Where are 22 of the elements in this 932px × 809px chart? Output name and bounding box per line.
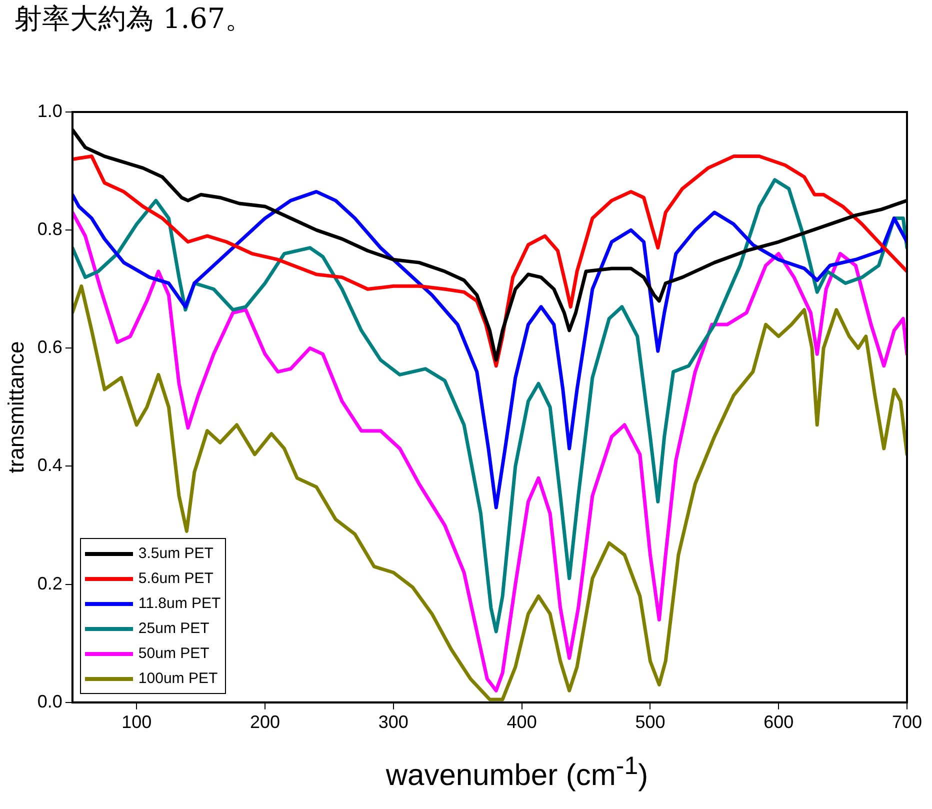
- x-tick-label: 400: [506, 712, 537, 732]
- legend-label: 100um PET: [138, 670, 218, 688]
- text: 射率大約為 1.67。: [14, 1, 254, 37]
- legend-label: 50um PET: [138, 645, 210, 662]
- y-tick-label: 1.0: [37, 100, 62, 121]
- y-tick-label: 0.8: [37, 219, 62, 240]
- y-tick-label: 0.2: [37, 573, 62, 594]
- y-tick-label: 0.6: [37, 337, 62, 358]
- x-tick-label: 200: [250, 712, 280, 732]
- legend-label: 11.8um PET: [138, 595, 221, 612]
- legend-label: 5.6um PET: [138, 570, 214, 588]
- x-tick-label: 300: [378, 712, 408, 732]
- legend-label: 25um PET: [138, 620, 210, 638]
- y-tick-label: 0.4: [37, 455, 62, 476]
- x-tick-label: 500: [635, 712, 666, 732]
- y-axis-title: transmittance: [3, 341, 28, 474]
- x-tick-label: 100: [122, 712, 152, 732]
- x-tick-label: 700: [892, 712, 922, 732]
- y-tick-label: 0.0: [37, 691, 62, 712]
- x-axis-title: wavenumber (cm$^{-1}$): [384, 752, 650, 793]
- x-tick-label: 600: [764, 712, 794, 732]
- legend-label: 3.5um PET: [138, 545, 214, 562]
